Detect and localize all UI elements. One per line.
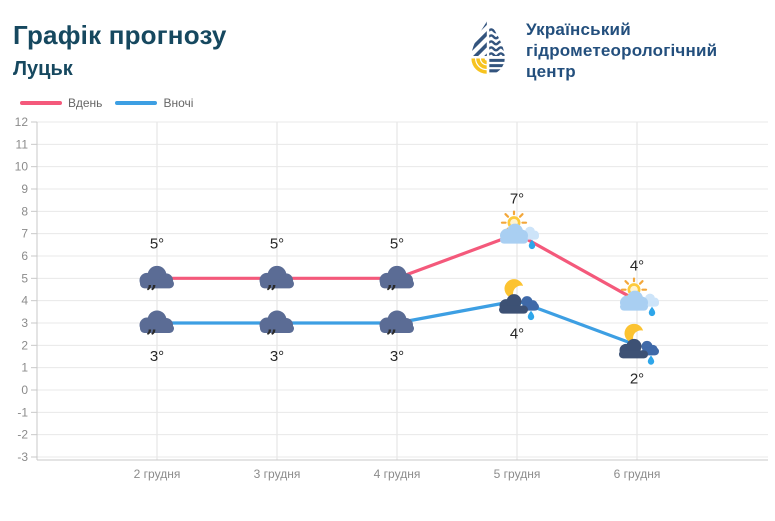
y-tick-label: 2 [21,338,28,352]
logo-text-line3: центр [526,62,576,81]
point-temperature-label: 7° [510,191,524,208]
logo-text: Український гідрометеорологічний центр [526,19,717,82]
y-tick-label: -1 [17,405,28,419]
point-temperature-label: 4° [630,258,644,275]
x-axis-label: 5 грудня [494,467,541,481]
y-tick-label: 1 [21,361,28,375]
point-temperature-label: 5° [150,235,164,252]
y-tick-label: 8 [21,204,28,218]
moon-cloud-rain-icon [619,324,659,365]
legend-label-night: Вночі [163,96,194,110]
y-tick-label: 12 [15,115,29,129]
forecast-chart: ” [15,115,768,481]
night-line-swatch [115,101,158,105]
ukrhydromet-logo: Український гідрометеорологічний центр [464,10,717,90]
page-title: Графік прогнозу [13,20,227,50]
x-axis-label: 2 грудня [134,467,181,481]
logo-text-line1: Український [526,20,631,39]
y-tick-label: 11 [16,137,29,151]
point-temperature-label: 2° [630,370,644,387]
moon-cloud-rain-icon [499,279,539,320]
cloud-drizzle-icon [379,310,414,346]
y-tick-label: 6 [21,249,28,263]
logo-text-line2: гідрометеорологічний [526,41,718,60]
y-tick-label: -2 [17,428,28,442]
water-drop-logo-icon [471,19,505,75]
city-subtitle: Луцьк [13,58,73,80]
y-tick-label: 4 [21,294,28,308]
x-axis-label: 4 грудня [374,467,421,481]
sun-cloud-rain-icon [498,210,541,251]
cloud-drizzle-icon [139,265,174,302]
point-temperature-label: 3° [390,348,404,365]
y-tick-label: 3 [21,316,28,330]
legend-label-day: Вдень [68,96,103,110]
y-tick-label: 7 [21,227,28,241]
x-axis-label: 6 грудня [614,467,661,481]
cloud-drizzle-icon [259,265,294,302]
point-temperature-label: 5° [270,235,284,252]
y-tick-label: 0 [21,383,28,397]
y-tick-label: -3 [17,450,28,464]
chart-legend: Вдень Вночі [20,96,193,110]
legend-item-night[interactable]: Вночі [115,96,193,110]
day-line-swatch [20,101,62,105]
legend-item-day[interactable]: Вдень [20,96,102,110]
point-temperature-label: 3° [270,348,284,365]
sun-cloud-rain-icon [618,277,661,318]
y-tick-label: 10 [15,160,29,174]
y-tick-label: 9 [21,182,28,196]
cloud-drizzle-icon [259,310,294,346]
y-tick-label: 5 [21,271,28,285]
point-temperature-label: 4° [510,326,524,343]
point-temperature-label: 3° [150,348,164,365]
point-temperature-label: 5° [390,235,404,252]
cloud-drizzle-icon [379,265,414,302]
cloud-drizzle-icon [139,310,174,346]
x-axis-label: 3 грудня [254,467,301,481]
